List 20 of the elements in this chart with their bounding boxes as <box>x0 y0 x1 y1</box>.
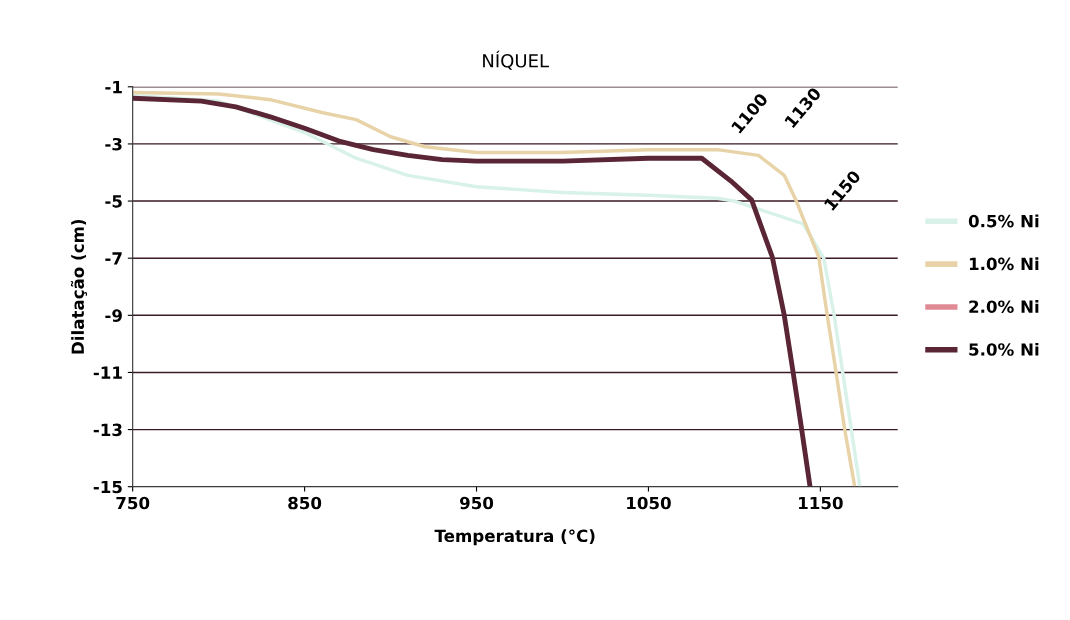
y-tick-label: -5 <box>105 195 122 208</box>
legend-label: 2.0% Ni <box>969 300 1039 313</box>
x-tick-label: 850 <box>288 496 322 510</box>
y-tick-label: -9 <box>105 309 122 322</box>
y-axis-title: Dilatação (cm) <box>70 219 88 354</box>
x-axis-title: Temperatura (°C) <box>434 529 595 546</box>
legend-label: 5.0% Ni <box>969 342 1039 356</box>
y-tick-label: -7 <box>105 252 122 265</box>
x-tick-label: 1050 <box>627 496 671 510</box>
legend-label: 0.5% Ni <box>968 214 1039 228</box>
y-tick-label: -11 <box>93 366 122 379</box>
y-tick-label: -3 <box>105 137 122 151</box>
x-tick-label: 750 <box>116 496 150 510</box>
y-tick-label: -15 <box>93 480 122 494</box>
chart-title: NÍQUEL <box>483 50 549 70</box>
legend-label: 1.0% Ni <box>969 257 1039 271</box>
y-tick-label: -1 <box>105 80 122 94</box>
x-tick-label: 950 <box>459 496 494 510</box>
y-tick-label: -13 <box>93 423 122 437</box>
x-tick-label: 1150 <box>799 496 843 510</box>
